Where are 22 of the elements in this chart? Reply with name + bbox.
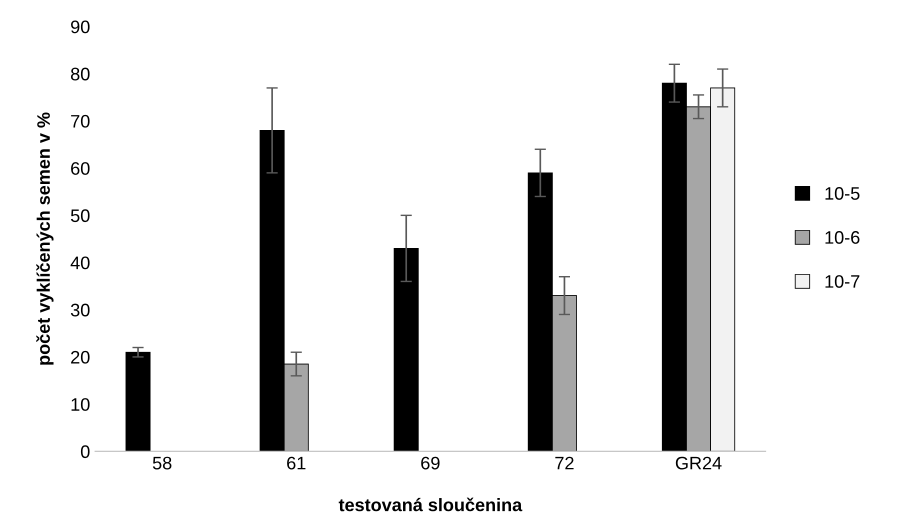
y-tick-label: 20 <box>71 350 90 364</box>
x-tick-label: 58 <box>152 456 172 470</box>
y-tick-label: 90 <box>71 20 90 34</box>
y-tick-label: 30 <box>70 304 90 316</box>
y-axis-title: počet vyklíčených semen v % <box>36 112 54 365</box>
x-tick-label: GR24 <box>676 456 722 470</box>
y-tick-label: 10 <box>72 398 90 411</box>
x-axis-title: testovaná sloučenina <box>338 498 522 512</box>
y-tick-label: 80 <box>70 68 90 80</box>
legend-label: 10-7 <box>825 275 860 288</box>
legend-label: 10-6 <box>825 231 860 244</box>
y-tick-label: 60 <box>71 162 90 175</box>
y-tick-label: 40 <box>70 256 90 270</box>
y-tick-label: 50 <box>70 209 90 222</box>
y-tick-label: 70 <box>71 114 90 128</box>
x-tick-label: 61 <box>287 456 306 470</box>
legend-label: 10-5 <box>825 187 860 200</box>
x-tick-label: 69 <box>421 456 440 470</box>
x-tick-label: 72 <box>555 456 574 470</box>
y-tick-label: 0 <box>80 445 90 458</box>
bar <box>394 248 419 452</box>
bar <box>126 352 151 452</box>
